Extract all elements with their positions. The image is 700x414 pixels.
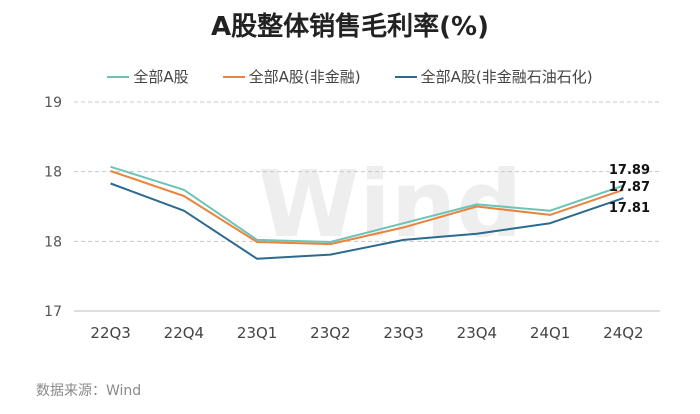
series-line-0 xyxy=(110,165,624,243)
x-tick-label: 23Q4 xyxy=(457,324,497,342)
legend: 全部A股 全部A股(非金融) 全部A股(非金融石油石化) xyxy=(0,66,700,87)
series-line-1 xyxy=(110,170,624,246)
series-line-2 xyxy=(110,182,624,260)
data-label: 17.87 xyxy=(609,180,650,195)
legend-swatch-nonfin xyxy=(222,75,245,78)
y-tick-label: 18 xyxy=(44,165,62,181)
legend-label-nonfin-nonpetro: 全部A股(非金融石油石化) xyxy=(420,68,593,86)
data-label: 17.89 xyxy=(609,163,650,178)
chart-title: A股整体销售毛利率(%) xyxy=(211,12,489,42)
x-tick-label: 24Q2 xyxy=(603,324,643,342)
legend-swatch-all xyxy=(107,75,130,78)
legend-item-all: 全部A股 xyxy=(107,66,189,87)
x-tick-label: 22Q3 xyxy=(90,324,130,342)
legend-label-all: 全部A股 xyxy=(133,68,189,86)
y-tick-label: 19 xyxy=(44,95,62,111)
source-note: 数据来源：Wind xyxy=(36,383,142,399)
y-tick-label: 18 xyxy=(44,234,62,250)
x-tick-label: 23Q2 xyxy=(310,324,350,342)
data-label: 17.81 xyxy=(609,201,650,216)
x-tick-label: 23Q1 xyxy=(237,324,277,342)
legend-item-nonfin-nonpetro: 全部A股(非金融石油石化) xyxy=(394,66,593,87)
legend-swatch-nonfin-nonpetro xyxy=(394,75,417,78)
x-tick-label: 22Q4 xyxy=(164,324,204,342)
y-tick-label: 17 xyxy=(44,304,62,320)
x-tick-label: 24Q1 xyxy=(530,324,570,342)
x-tick-label: 23Q3 xyxy=(383,324,423,342)
legend-item-nonfin: 全部A股(非金融) xyxy=(222,66,361,87)
legend-label-nonfin: 全部A股(非金融) xyxy=(248,68,361,86)
